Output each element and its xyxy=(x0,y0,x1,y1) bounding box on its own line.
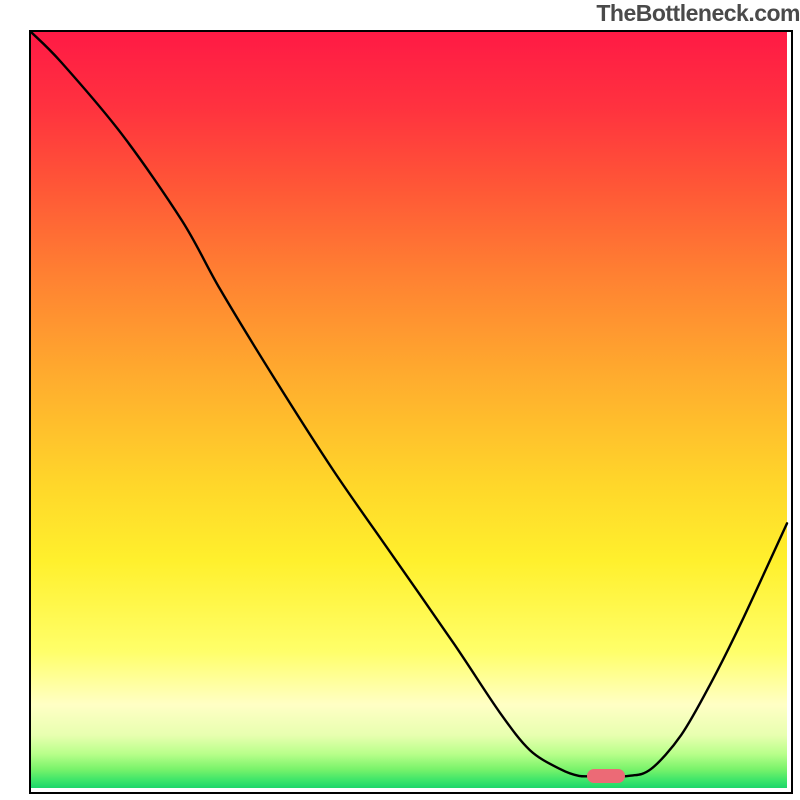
plot-frame xyxy=(29,30,793,794)
min-marker xyxy=(587,769,625,783)
watermark-label: TheBottleneck.com xyxy=(596,0,800,27)
